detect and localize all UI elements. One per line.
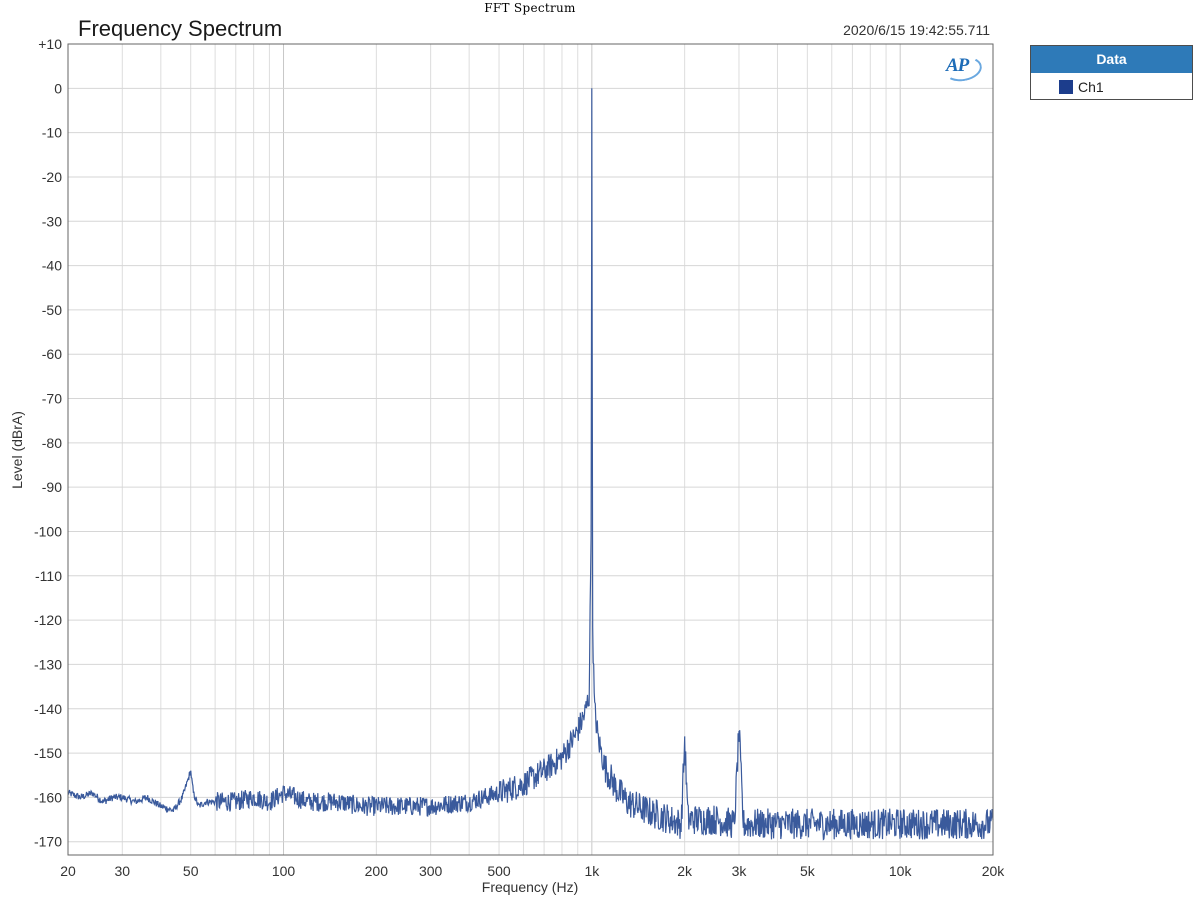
series-line-ch1 (67, 88, 994, 841)
ap-logo: AP (942, 53, 984, 85)
y-tick-label: -110 (35, 568, 62, 584)
y-tick-label: -20 (42, 169, 62, 185)
timestamp: 2020/6/15 19:42:55.711 (843, 22, 990, 38)
x-tick-label: 30 (115, 863, 131, 879)
x-tick-label: 50 (183, 863, 199, 879)
x-axis-label: Frequency (Hz) (481, 879, 579, 895)
chart-title: Frequency Spectrum (78, 16, 283, 41)
y-tick-label: -140 (34, 701, 62, 717)
x-tick-label: 200 (365, 863, 389, 879)
y-tick-label: -150 (34, 745, 62, 761)
y-tick-label: -10 (42, 125, 62, 141)
x-tick-label: 100 (272, 863, 296, 879)
x-tick-label: 300 (419, 863, 443, 879)
y-axis-label: Level (dBrA) (9, 411, 25, 489)
x-tick-label: 10k (889, 863, 913, 879)
grid (67, 43, 994, 855)
y-tick-label: -50 (42, 302, 62, 318)
y-tick-label: -160 (34, 789, 62, 805)
y-tick-label: -40 (42, 258, 62, 274)
x-tick-label: 3k (732, 863, 748, 879)
y-tick-label: -30 (42, 213, 62, 229)
x-tick-label: 2k (677, 863, 693, 879)
legend-swatch-ch1 (1059, 80, 1073, 94)
y-tick-label: -120 (34, 612, 62, 628)
x-tick-label: 20k (982, 863, 1006, 879)
x-tick-label: 5k (800, 863, 816, 879)
y-tick-label: -80 (42, 435, 62, 451)
y-tick-label: 0 (54, 80, 62, 96)
legend-panel: Data Ch1 (1030, 45, 1193, 100)
window-title: FFT Spectrum (484, 1, 576, 15)
legend-header: Data (1031, 46, 1192, 73)
y-tick-label: -100 (34, 523, 62, 539)
legend-item-ch1[interactable]: Ch1 (1059, 79, 1104, 95)
y-tick-label: -90 (42, 479, 62, 495)
y-tick-label: -60 (42, 346, 62, 362)
y-tick-label: -70 (42, 391, 62, 407)
x-tick-label: 500 (487, 863, 511, 879)
x-tick-label: 20 (60, 863, 76, 879)
y-tick-label: +10 (38, 36, 62, 52)
x-tick-label: 1k (584, 863, 600, 879)
y-axis-ticks: +10 0 -10 -20 -30 -40 -50 -60 -70 -80 -90 -100 -110 -… (34, 36, 62, 850)
y-tick-label: -130 (34, 656, 62, 672)
y-tick-label: -170 (34, 834, 62, 850)
x-axis-ticks: 20 30 50 100 200 300 500 1k 2k 3k 5k 10k 20k (60, 863, 1005, 879)
plot-area-background (68, 44, 993, 855)
plot-area-border (67, 43, 994, 856)
legend-label-ch1: Ch1 (1078, 79, 1104, 95)
